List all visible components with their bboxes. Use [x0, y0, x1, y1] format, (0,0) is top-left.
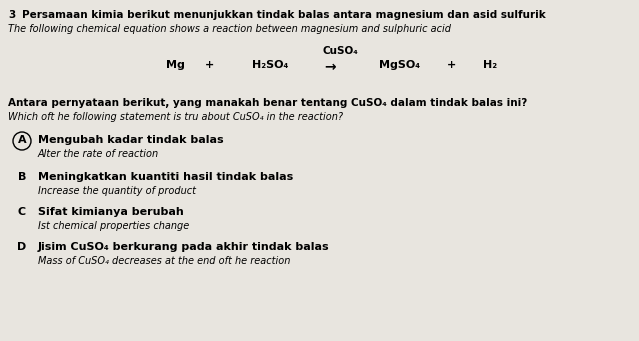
Text: Mengubah kadar tindak balas: Mengubah kadar tindak balas	[38, 135, 224, 145]
Text: Alter the rate of reaction: Alter the rate of reaction	[38, 149, 159, 159]
Text: Meningkatkan kuantiti hasil tindak balas: Meningkatkan kuantiti hasil tindak balas	[38, 172, 293, 182]
Text: Antara pernyataan berikut, yang manakah benar tentang CuSO₄ dalam tindak balas i: Antara pernyataan berikut, yang manakah …	[8, 98, 527, 108]
Text: Which oft he following statement is tru about CuSO₄ in the reaction?: Which oft he following statement is tru …	[8, 112, 343, 122]
Text: A: A	[18, 135, 26, 145]
Text: B: B	[18, 172, 26, 182]
Text: Jisim CuSO₄ berkurang pada akhir tindak balas: Jisim CuSO₄ berkurang pada akhir tindak …	[38, 242, 330, 252]
Text: C: C	[18, 207, 26, 217]
Text: +: +	[447, 60, 457, 70]
Text: Persamaan kimia berikut menunjukkan tindak balas antara magnesium dan asid sulfu: Persamaan kimia berikut menunjukkan tind…	[22, 10, 546, 20]
Text: D: D	[17, 242, 27, 252]
Text: The following chemical equation shows a reaction between magnesium and sulphuric: The following chemical equation shows a …	[8, 24, 451, 34]
Text: Mass of CuSO₄ decreases at the end oft he reaction: Mass of CuSO₄ decreases at the end oft h…	[38, 256, 290, 266]
Text: H₂SO₄: H₂SO₄	[252, 60, 288, 70]
Text: →: →	[324, 60, 336, 74]
Text: H₂: H₂	[483, 60, 497, 70]
Text: Increase the quantity of product: Increase the quantity of product	[38, 186, 196, 196]
Text: Ist chemical properties change: Ist chemical properties change	[38, 221, 189, 231]
Text: CuSO₄: CuSO₄	[322, 46, 358, 56]
Text: 3: 3	[8, 10, 15, 20]
Text: Mg: Mg	[166, 60, 185, 70]
Text: Sifat kimianya berubah: Sifat kimianya berubah	[38, 207, 184, 217]
Text: +: +	[205, 60, 215, 70]
Text: MgSO₄: MgSO₄	[380, 60, 420, 70]
